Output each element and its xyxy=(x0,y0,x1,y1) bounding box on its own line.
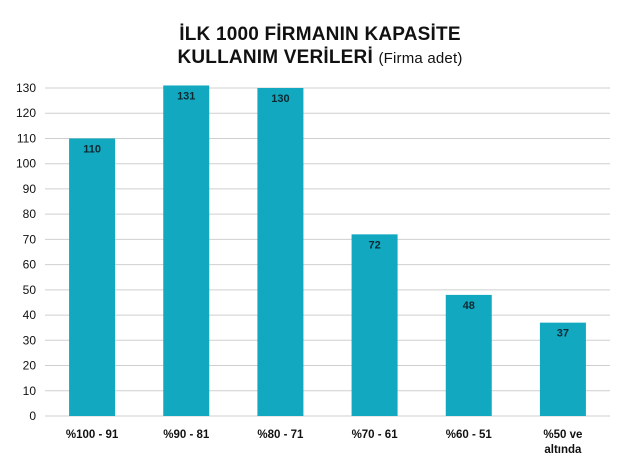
y-tick-label: 70 xyxy=(23,232,37,246)
y-tick-label: 40 xyxy=(23,308,37,322)
bar xyxy=(445,294,492,416)
y-tick-label: 30 xyxy=(23,333,37,347)
chart-title-line-1: İLK 1000 FİRMANIN KAPASİTE xyxy=(179,24,461,45)
chart-title-main: KULLANIM VERİLERİ xyxy=(177,47,373,68)
bar xyxy=(163,85,210,416)
y-tick-label: 0 xyxy=(29,409,36,423)
x-tick-label: altında xyxy=(544,444,582,456)
x-tick-label: %50 ve xyxy=(543,429,582,441)
y-tick-label: 20 xyxy=(23,359,37,373)
y-tick-label: 120 xyxy=(16,106,36,120)
y-tick-label: 130 xyxy=(16,81,36,95)
data-label: 72 xyxy=(368,239,380,251)
data-label: 130 xyxy=(271,93,289,105)
data-label: 110 xyxy=(83,143,101,155)
bar xyxy=(69,138,116,416)
chart-subtitle: (Firma adet) xyxy=(378,50,463,67)
data-label: 131 xyxy=(177,90,195,102)
y-tick-label: 60 xyxy=(23,258,37,272)
chart-title-line-2: KULLANIM VERİLERİ (Firma adet) xyxy=(0,47,640,69)
data-label: 37 xyxy=(557,328,569,340)
y-tick-label: 110 xyxy=(17,131,36,145)
bar xyxy=(539,322,586,416)
x-tick-label: %80 - 71 xyxy=(257,429,304,441)
y-tick-label: 90 xyxy=(23,182,37,196)
y-tick-label: 100 xyxy=(16,157,36,171)
y-tick-label: 80 xyxy=(23,207,37,221)
x-tick-label: %70 - 61 xyxy=(352,429,399,441)
x-tick-label: %100 - 91 xyxy=(66,429,119,441)
x-tick-label: %60 - 51 xyxy=(446,429,493,441)
y-tick-label: 10 xyxy=(23,384,37,398)
x-tick-label: %90 - 81 xyxy=(163,429,210,441)
y-tick-label: 50 xyxy=(23,283,37,297)
bar xyxy=(257,88,304,416)
bar xyxy=(351,234,398,416)
data-label: 48 xyxy=(463,300,475,312)
